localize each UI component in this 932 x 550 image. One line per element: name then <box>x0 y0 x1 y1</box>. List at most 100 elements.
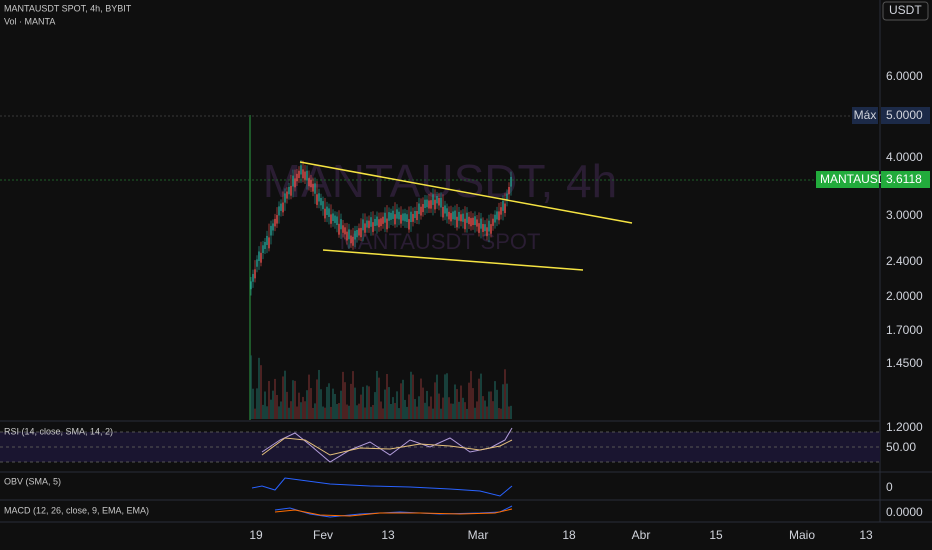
volume-bar <box>276 395 278 419</box>
volume-bar <box>254 408 256 419</box>
volume-bar <box>320 389 322 419</box>
volume-bar <box>440 408 442 419</box>
volume-bar <box>430 396 432 419</box>
candle-body <box>462 213 464 222</box>
volume-bars <box>250 355 512 419</box>
price-label: 1.4500 <box>886 356 923 370</box>
candle-body <box>382 216 384 224</box>
volume-bar <box>262 404 264 419</box>
candle-body <box>488 220 490 232</box>
candle-body <box>298 170 300 178</box>
volume-bar <box>336 403 338 419</box>
candle-body <box>354 230 356 240</box>
volume-bar <box>482 396 484 419</box>
candle-body <box>326 206 328 215</box>
candle-body <box>282 202 284 213</box>
volume-bar <box>496 389 498 419</box>
candle-body <box>440 197 442 208</box>
candle-body <box>490 224 492 234</box>
candle-body <box>436 196 438 204</box>
candle-body <box>330 214 332 224</box>
candle-body <box>422 204 424 213</box>
volume-bar <box>456 389 458 419</box>
volume-bar <box>378 377 380 419</box>
volume-bar <box>326 386 328 419</box>
candle-body <box>508 186 510 195</box>
candle-body <box>376 216 378 226</box>
indicator-value: 0 <box>886 480 893 494</box>
trend-line <box>299 161 633 224</box>
candle-body <box>268 237 270 249</box>
candle-body <box>372 222 374 232</box>
candle-body <box>280 203 282 211</box>
volume-bar <box>260 365 262 419</box>
volume-bar <box>284 370 286 419</box>
candle-body <box>360 227 362 238</box>
candle-body <box>258 251 260 261</box>
price-label: 2.0000 <box>886 289 923 303</box>
candle-body <box>420 206 422 216</box>
candle-body <box>500 207 502 215</box>
volume-bar <box>278 406 280 419</box>
time-label: 18 <box>562 528 576 542</box>
volume-bar <box>356 405 358 419</box>
candle-body <box>404 213 406 222</box>
time-label: 13 <box>859 528 873 542</box>
currency-label[interactable]: USDT <box>889 3 922 17</box>
volume-bar <box>360 394 362 419</box>
candle-body <box>432 194 434 205</box>
volume-bar <box>310 388 312 419</box>
candle-body <box>276 215 278 224</box>
volume-bar <box>374 392 376 419</box>
indicator-label: MACD (12, 26, close, 9, EMA, EMA) <box>4 505 149 515</box>
volume-bar <box>478 378 480 419</box>
candle-body <box>312 183 314 192</box>
candle-body <box>486 227 488 237</box>
candle-body <box>476 219 478 227</box>
candle-body <box>378 219 380 228</box>
last-symbol-tag <box>816 171 879 188</box>
price-label: 1.2000 <box>886 420 923 434</box>
candle-body <box>306 170 308 181</box>
candle-body <box>386 218 388 230</box>
candle-body <box>480 218 482 229</box>
volume-bar <box>364 407 366 419</box>
volume-bar <box>466 408 468 419</box>
volume-bar <box>468 382 470 419</box>
candle-body <box>364 223 366 233</box>
volume-bar <box>272 390 274 419</box>
currency-button[interactable] <box>882 1 929 21</box>
volume-bar <box>366 385 368 419</box>
volume-bar <box>334 393 336 419</box>
indicator-value: 0.0000 <box>886 505 923 519</box>
volume-bar <box>264 391 266 419</box>
candle-body <box>498 211 500 221</box>
volume-bar <box>348 405 350 419</box>
candle-body <box>502 200 504 211</box>
volume-bar <box>312 407 314 419</box>
candle-body <box>510 176 512 187</box>
candle-body <box>426 199 428 208</box>
volume-bar <box>484 400 486 419</box>
candle-body <box>302 169 304 179</box>
candle-body <box>460 214 462 222</box>
volume-bar <box>286 391 288 419</box>
volume-bar <box>448 397 450 419</box>
volume-bar <box>386 373 388 419</box>
candle-body <box>348 229 350 240</box>
candle-body <box>304 171 306 180</box>
volume-bar <box>274 378 276 419</box>
volume-bar <box>252 388 254 419</box>
candle-body <box>370 217 372 227</box>
symbol-info: MANTAUSDT SPOT, 4h, BYBIT <box>4 3 132 13</box>
candle-body <box>350 235 352 244</box>
volume-bar <box>380 401 382 419</box>
volume-bar <box>358 403 360 419</box>
volume-bar <box>250 355 252 419</box>
volume-bar <box>418 396 420 419</box>
candle-body <box>418 203 420 214</box>
price-series <box>250 160 512 296</box>
volume-bar <box>304 401 306 419</box>
candle-body <box>388 212 390 221</box>
